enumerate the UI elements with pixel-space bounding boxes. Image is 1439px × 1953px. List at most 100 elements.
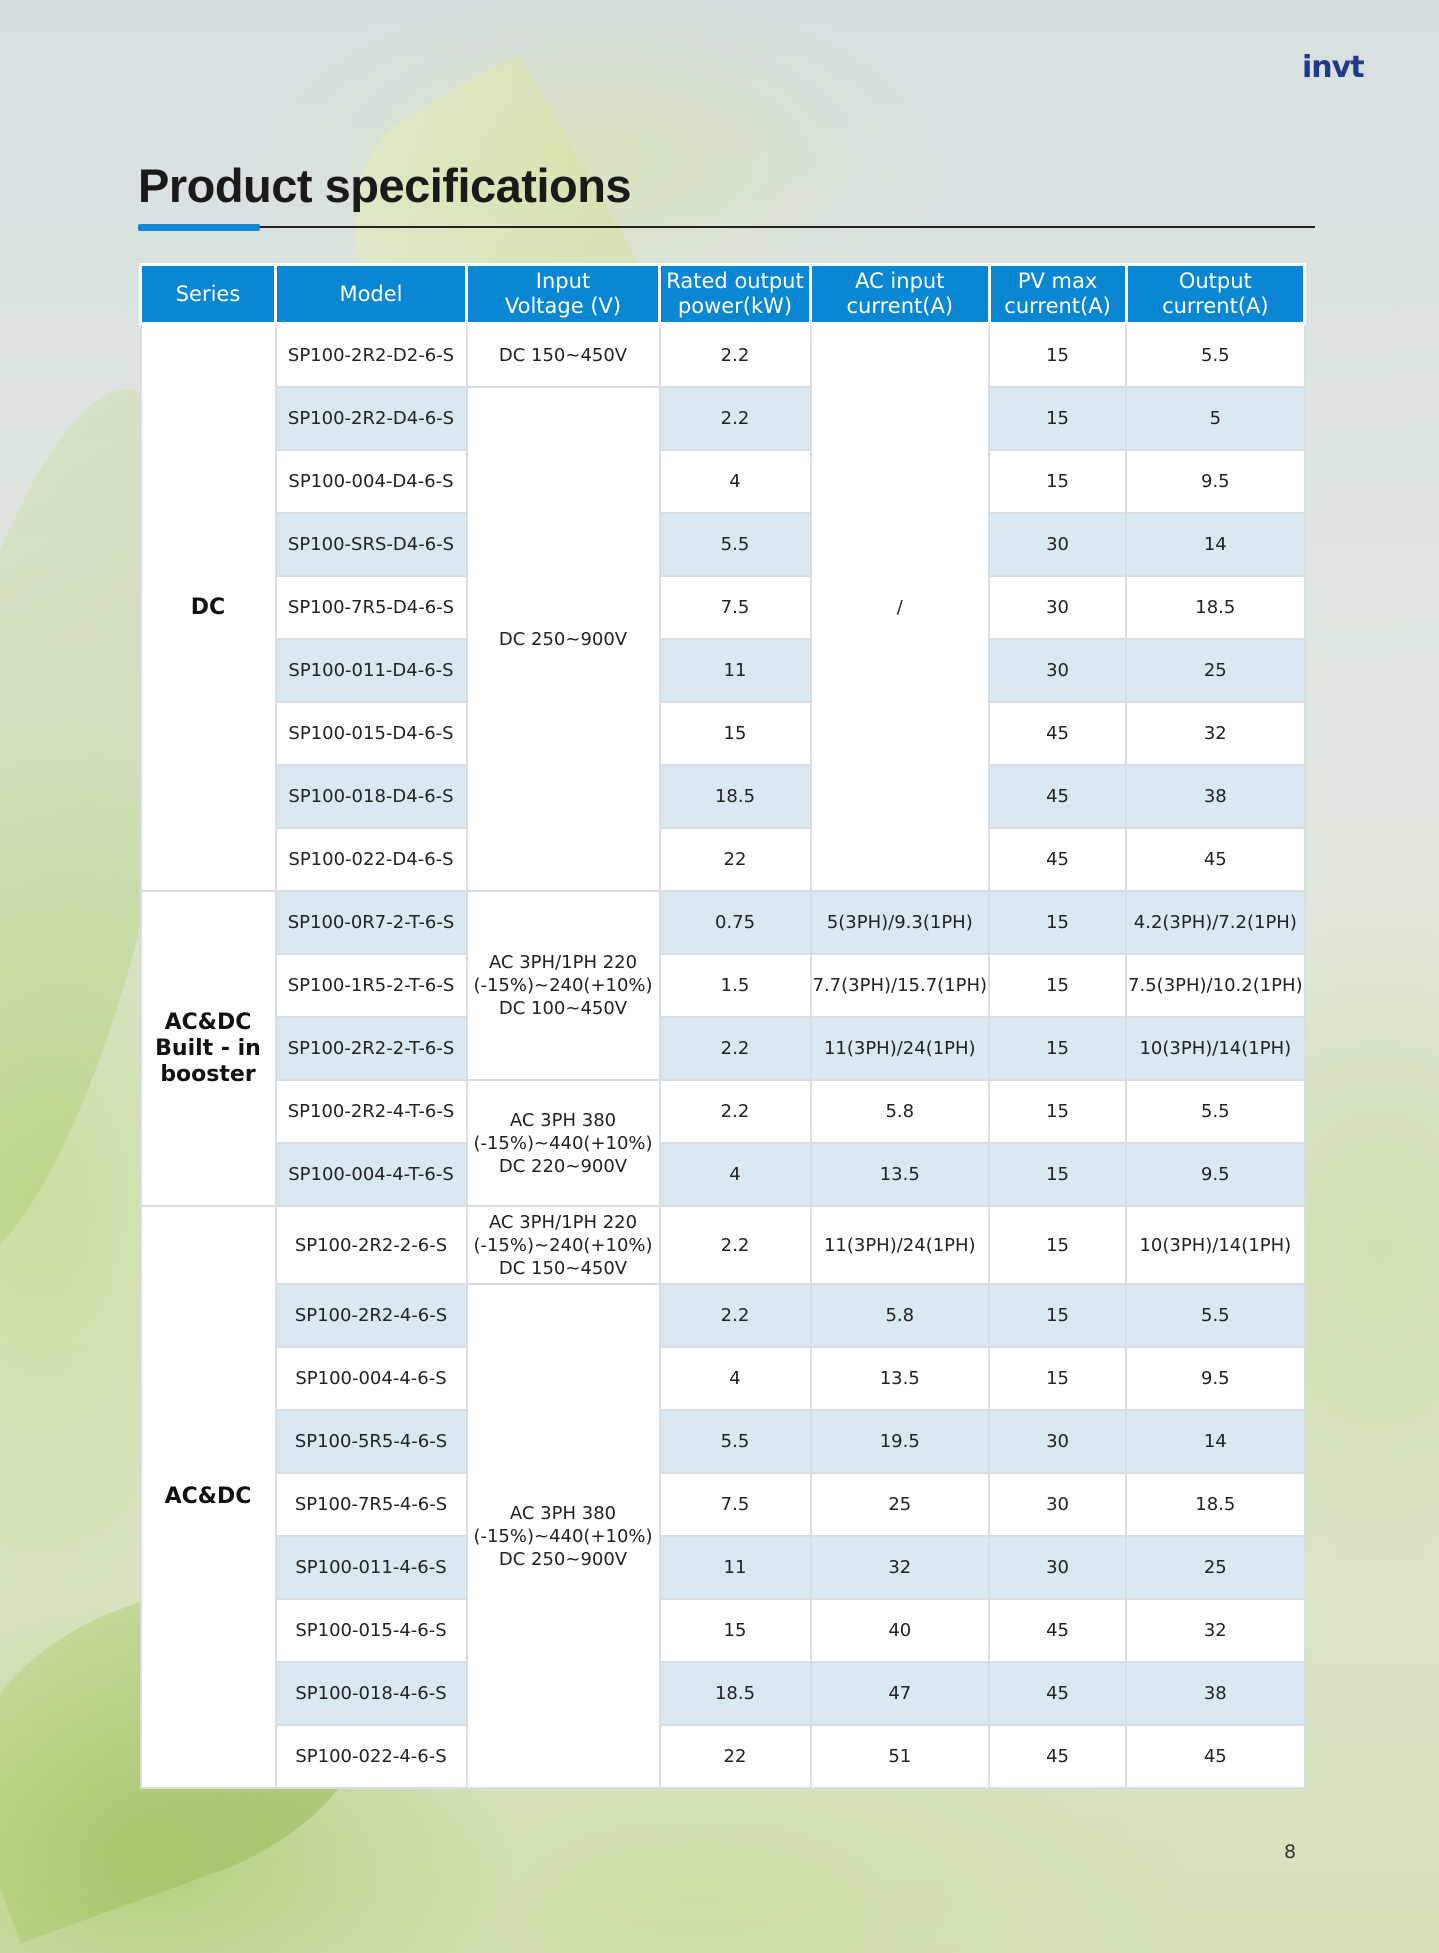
output-cell: 45 <box>1125 827 1306 892</box>
input-voltage-cell: AC 3PH 380 (-15%)~440(+10%) DC 220~900V <box>465 1079 661 1207</box>
pv-max-cell: 15 <box>988 1142 1128 1207</box>
header-line: current(A) <box>1162 294 1269 318</box>
voltage-line: AC 3PH/1PH 220 <box>488 1211 638 1233</box>
pv-max-cell: 45 <box>988 1598 1128 1663</box>
pv-max-cell: 15 <box>988 890 1128 955</box>
table-row: SP100-5R5-4-6-S 5.5 19.5 30 14 <box>141 1409 1306 1474</box>
ac-input-cell: 47 <box>809 1661 991 1726</box>
rated-power-cell: 5.5 <box>658 512 812 577</box>
voltage-line: (-15%)~240(+10%) <box>473 1234 653 1256</box>
rated-power-cell: 2.2 <box>658 1079 812 1144</box>
table-row: SP100-015-D4-6-S 15 45 32 <box>141 701 1306 766</box>
table-row: SP100-1R5-2-T-6-S 1.5 7.7(3PH)/15.7(1PH)… <box>141 953 1306 1018</box>
header-line: PV max <box>1017 269 1098 293</box>
rated-power-cell: 2.2 <box>658 322 812 388</box>
page-title: Product specifications <box>138 159 632 212</box>
header-line: current(A) <box>1004 294 1111 318</box>
model-cell: SP100-011-4-6-S <box>274 1535 468 1600</box>
header-model: Model <box>274 263 468 325</box>
model-cell: SP100-2R2-2-T-6-S <box>274 1016 468 1081</box>
table-row: AC&DC Built - in booster SP100-0R7-2-T-6-S… <box>139 890 1306 1207</box>
output-cell: 25 <box>1125 1535 1306 1600</box>
output-cell: 9.5 <box>1125 1346 1306 1411</box>
pv-max-cell: 15 <box>988 1016 1128 1081</box>
rated-power-cell: 7.5 <box>658 575 812 640</box>
pv-max-cell: 15 <box>988 1205 1128 1285</box>
output-cell: 9.5 <box>1125 1142 1306 1207</box>
table-row: AC&DC SP100-2R2-2-6-S AC 3PH/1PH 220 (-15… <box>139 1205 1306 1789</box>
header-line: current(A) <box>846 294 954 318</box>
model-cell: SP100-2R2-4-6-S <box>274 1283 468 1348</box>
rated-power-cell: 11 <box>658 1535 812 1600</box>
model-cell: SP100-0R7-2-T-6-S <box>274 890 468 955</box>
table-row: SP100-2R2-2-T-6-S 2.2 11(3PH)/24(1PH) 15… <box>141 1016 1306 1081</box>
output-cell: 18.5 <box>1125 575 1306 640</box>
model-cell: SP100-004-4-6-S <box>274 1346 468 1411</box>
pv-max-cell: 30 <box>988 512 1128 577</box>
model-cell: SP100-015-D4-6-S <box>274 701 468 766</box>
ac-input-cell: 40 <box>809 1598 991 1663</box>
ac-input-cell: / <box>809 322 991 892</box>
rated-power-cell: 1.5 <box>658 953 812 1018</box>
output-cell: 14 <box>1125 1409 1306 1474</box>
pv-max-cell: 15 <box>988 322 1128 388</box>
table-header-row: Series Model Input Voltage (V) Rated outp… <box>139 263 1307 325</box>
header-series: Series <box>139 263 277 325</box>
series-line: booster <box>160 1061 256 1087</box>
header-rated-power: Rated output power(kW) <box>658 263 812 325</box>
table-row: SP100-018-D4-6-S 18.5 45 38 <box>141 764 1306 829</box>
input-voltage-cell: AC 3PH/1PH 220 (-15%)~240(+10%) DC 100~450… <box>465 890 661 1081</box>
model-cell: SP100-2R2-D2-6-S <box>274 322 468 388</box>
model-cell: SP100-1R5-2-T-6-S <box>274 953 468 1018</box>
rated-power-cell: 18.5 <box>658 1661 812 1726</box>
ac-input-cell: 5(3PH)/9.3(1PH) <box>809 890 991 955</box>
table-row: SP100-2R2-D4-6-S DC 250~900V 2.2 15 5 <box>141 386 1306 892</box>
ac-input-cell: 7.7(3PH)/15.7(1PH) <box>809 953 991 1018</box>
brand-logo: invt <box>1302 50 1365 85</box>
series-line: AC&DC <box>164 1009 252 1035</box>
output-cell: 4.2(3PH)/7.2(1PH) <box>1125 890 1306 955</box>
header-ac-input-current: AC input current(A) <box>809 263 991 325</box>
rated-power-cell: 2.2 <box>658 386 812 451</box>
rated-power-cell: 2.2 <box>658 1016 812 1081</box>
table-row: SP100-015-4-6-S 15 40 45 32 <box>141 1598 1306 1663</box>
ac-input-cell: 19.5 <box>809 1409 991 1474</box>
pv-max-cell: 15 <box>988 1079 1128 1144</box>
model-cell: SP100-015-4-6-S <box>274 1598 468 1663</box>
header-line: Voltage (V) <box>504 294 622 318</box>
model-cell: SP100-2R2-4-T-6-S <box>274 1079 468 1144</box>
ac-input-cell: 51 <box>809 1724 991 1789</box>
voltage-line: (-15%)~440(+10%) <box>473 1132 653 1154</box>
model-cell: SP100-022-D4-6-S <box>274 827 468 892</box>
pv-max-cell: 15 <box>988 953 1128 1018</box>
rated-power-cell: 4 <box>658 1346 812 1411</box>
table-row: SP100-SRS-D4-6-S 5.5 30 14 <box>141 512 1306 577</box>
header-output-current: Output current(A) <box>1124 263 1307 325</box>
pv-max-cell: 15 <box>988 1283 1128 1348</box>
table-row: DC SP100-2R2-D2-6-S DC 150~450V 2.2 / 15… <box>139 322 1306 892</box>
model-cell: SP100-5R5-4-6-S <box>274 1409 468 1474</box>
voltage-line: DC 220~900V <box>498 1155 628 1177</box>
output-cell: 7.5(3PH)/10.2(1PH) <box>1125 953 1306 1018</box>
voltage-line: AC 3PH 380 <box>509 1109 617 1131</box>
rated-power-cell: 18.5 <box>658 764 812 829</box>
header-line: power(kW) <box>677 294 793 318</box>
output-cell: 45 <box>1125 1724 1306 1789</box>
input-voltage-cell: AC 3PH 380 (-15%)~440(+10%) DC 250~900V <box>465 1283 661 1789</box>
header-line: Rated output <box>666 269 804 293</box>
pv-max-cell: 45 <box>988 701 1128 766</box>
input-voltage-cell: DC 150~450V <box>465 322 661 388</box>
input-voltage-cell: DC 250~900V <box>465 386 661 892</box>
pv-max-cell: 15 <box>988 1346 1128 1411</box>
model-cell: SP100-2R2-2-6-S <box>274 1205 468 1285</box>
title-underline <box>138 226 1315 228</box>
output-cell: 5 <box>1125 386 1306 451</box>
voltage-line: AC 3PH/1PH 220 <box>488 952 638 973</box>
header-line: AC input <box>855 269 945 293</box>
table-row: SP100-011-4-6-S 11 32 30 25 <box>141 1535 1306 1600</box>
voltage-line: DC 250~900V <box>498 1548 628 1570</box>
table-row: SP100-004-D4-6-S 4 15 9.5 <box>141 449 1306 514</box>
voltage-line: DC 150~450V <box>498 1257 628 1279</box>
output-cell: 38 <box>1125 764 1306 829</box>
rated-power-cell: 15 <box>658 1598 812 1663</box>
